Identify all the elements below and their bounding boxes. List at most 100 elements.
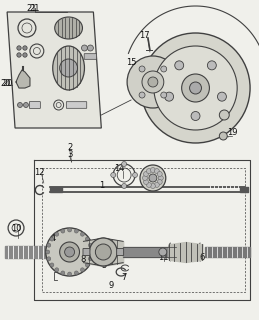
Circle shape xyxy=(46,250,50,254)
Ellipse shape xyxy=(55,17,82,39)
Circle shape xyxy=(133,172,138,178)
Circle shape xyxy=(150,167,155,172)
Circle shape xyxy=(218,92,226,101)
Circle shape xyxy=(74,229,78,233)
Circle shape xyxy=(55,268,59,272)
Circle shape xyxy=(50,237,54,241)
Text: 21: 21 xyxy=(27,4,37,12)
Circle shape xyxy=(89,250,93,254)
Circle shape xyxy=(157,172,162,177)
FancyBboxPatch shape xyxy=(83,249,90,255)
Circle shape xyxy=(18,102,23,108)
Text: 4: 4 xyxy=(51,234,56,243)
Circle shape xyxy=(65,247,75,257)
Text: 9: 9 xyxy=(109,281,114,290)
Circle shape xyxy=(85,263,89,267)
Circle shape xyxy=(88,243,92,247)
Circle shape xyxy=(158,175,163,180)
Circle shape xyxy=(89,238,117,266)
Circle shape xyxy=(61,271,65,275)
Circle shape xyxy=(150,183,155,188)
Circle shape xyxy=(60,59,77,77)
Text: 6: 6 xyxy=(200,253,205,262)
Text: 5: 5 xyxy=(102,260,107,269)
Text: 15: 15 xyxy=(126,58,136,67)
Text: 14: 14 xyxy=(114,164,124,172)
Polygon shape xyxy=(205,247,250,257)
Circle shape xyxy=(111,172,116,178)
Circle shape xyxy=(61,229,65,233)
Circle shape xyxy=(127,56,179,108)
Circle shape xyxy=(68,272,71,276)
Circle shape xyxy=(60,242,80,262)
Circle shape xyxy=(140,165,166,191)
Text: 1: 1 xyxy=(99,180,104,189)
Circle shape xyxy=(81,268,84,272)
Circle shape xyxy=(47,243,51,247)
Circle shape xyxy=(122,183,127,188)
Circle shape xyxy=(175,61,184,70)
Circle shape xyxy=(50,263,54,267)
FancyBboxPatch shape xyxy=(84,54,97,59)
Text: 7: 7 xyxy=(121,274,127,283)
Circle shape xyxy=(24,102,28,108)
Polygon shape xyxy=(5,246,52,258)
Circle shape xyxy=(68,228,71,232)
Polygon shape xyxy=(16,70,30,88)
Circle shape xyxy=(23,46,27,50)
Polygon shape xyxy=(123,247,176,257)
FancyBboxPatch shape xyxy=(117,249,124,255)
Circle shape xyxy=(141,33,250,143)
Text: 13: 13 xyxy=(148,167,158,177)
Text: 12: 12 xyxy=(35,167,45,177)
Text: 19: 19 xyxy=(227,127,238,137)
Text: 20: 20 xyxy=(3,78,13,87)
Circle shape xyxy=(17,53,21,57)
Ellipse shape xyxy=(53,46,84,90)
Circle shape xyxy=(17,46,21,50)
Circle shape xyxy=(88,45,93,51)
Circle shape xyxy=(82,45,88,51)
Circle shape xyxy=(219,110,229,120)
Circle shape xyxy=(154,169,159,173)
Circle shape xyxy=(207,61,216,70)
Circle shape xyxy=(88,257,92,261)
Circle shape xyxy=(143,172,148,177)
Circle shape xyxy=(95,244,111,260)
Circle shape xyxy=(191,111,200,121)
Text: 17: 17 xyxy=(139,30,149,39)
Text: 8: 8 xyxy=(81,255,86,265)
Circle shape xyxy=(142,175,147,180)
FancyBboxPatch shape xyxy=(66,102,87,108)
Circle shape xyxy=(159,248,167,256)
Text: 10: 10 xyxy=(11,223,21,233)
Text: 11: 11 xyxy=(159,253,169,262)
Circle shape xyxy=(149,174,157,182)
Circle shape xyxy=(148,77,158,87)
Circle shape xyxy=(55,232,59,236)
Circle shape xyxy=(190,82,202,94)
Circle shape xyxy=(142,71,164,93)
Circle shape xyxy=(74,271,78,275)
Circle shape xyxy=(122,162,127,166)
Circle shape xyxy=(154,46,237,130)
Text: 21: 21 xyxy=(30,4,40,12)
Text: 16: 16 xyxy=(172,66,183,75)
Circle shape xyxy=(139,92,145,98)
Circle shape xyxy=(47,257,51,261)
Circle shape xyxy=(81,232,84,236)
Circle shape xyxy=(219,132,227,140)
Circle shape xyxy=(182,74,210,102)
Circle shape xyxy=(146,169,152,173)
Circle shape xyxy=(161,66,167,72)
Text: 20: 20 xyxy=(1,78,11,87)
Circle shape xyxy=(85,237,89,241)
Text: 18: 18 xyxy=(223,84,234,92)
Circle shape xyxy=(154,182,159,188)
Circle shape xyxy=(139,66,145,72)
Polygon shape xyxy=(7,12,101,128)
Circle shape xyxy=(161,92,167,98)
Circle shape xyxy=(46,228,93,276)
Circle shape xyxy=(165,92,174,101)
Circle shape xyxy=(143,180,148,185)
